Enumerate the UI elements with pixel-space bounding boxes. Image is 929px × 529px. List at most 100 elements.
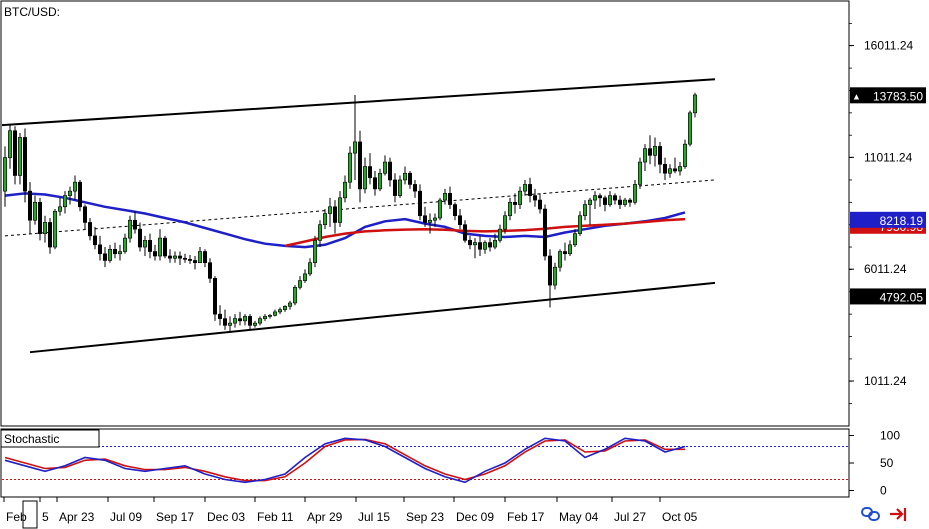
candle-body-down [597,195,602,199]
price-tag-dark: ▲ 13783.50 [850,87,926,104]
price-tag-box [850,211,926,228]
stochastic-label: Stochastic [4,432,59,446]
candle [292,285,297,306]
time-tick-label: Jul 27 [614,510,646,524]
candle-body-up [362,166,367,190]
candle [62,191,67,214]
stochastic-k-line [4,437,686,484]
candle [352,94,357,180]
candle [532,188,537,207]
candle-body-up [262,316,267,319]
candle-body-up [108,248,113,261]
time-tick-label: Feb [6,510,27,524]
candle-body-down [218,313,223,319]
candle [562,242,567,261]
candle [27,182,32,234]
candle-body-up [592,195,597,201]
candle [133,211,138,234]
price-tick-label: 16011.24 [864,38,913,52]
candle [13,126,18,185]
candle [647,135,652,165]
candle-body-up [572,233,577,246]
candle [342,175,347,203]
candle-body-down [37,202,42,234]
price-tag-dark: 4792.05 [850,288,926,305]
candle [552,262,557,290]
candle [158,229,163,261]
candle [32,195,37,225]
candle [22,128,27,203]
candle [437,197,442,221]
time-tick-label: Dec 09 [456,510,494,524]
candle [427,213,432,234]
price-tag-label: 13783.50 [873,89,923,103]
candle [492,233,497,250]
candle-body-up [352,141,357,154]
candle [98,235,103,261]
candle-body-down [487,242,492,248]
candle [93,226,98,250]
candle-body-up [2,157,8,192]
candle [617,195,622,210]
candle-body-up [607,195,612,205]
time-tick-label: Jul 15 [358,510,390,524]
candle-body-up [307,262,312,275]
candle [103,247,108,268]
candle [362,157,367,194]
time-tick-label: Feb 11 [257,510,294,524]
candle-body-up [322,213,327,225]
candle [482,240,487,254]
price-tick-label: 11011.24 [864,150,913,164]
candle-body-down [617,199,622,205]
candle [632,179,637,205]
candle-body-down [372,177,377,190]
candle [163,235,168,259]
candle-body-up [123,237,128,252]
candle [402,166,407,185]
candle [218,305,223,326]
candle-body-down [188,259,193,261]
candle [322,209,327,230]
candle-body-down [238,318,243,322]
candle-body-down [662,163,667,174]
candle [83,204,88,230]
candle [622,197,627,207]
link-icon[interactable] [861,507,880,521]
candle [123,233,128,254]
price-tag-label: 4792.05 [880,290,924,304]
candle [178,251,183,265]
candle-body-down [457,215,462,225]
candle [128,215,133,243]
candle [377,168,382,192]
time-tick-label: Dec 03 [207,510,245,524]
candle-body-up [522,184,527,192]
candle-body-up [497,228,502,241]
candle-body-up [402,172,407,181]
candle-body-up [173,255,178,259]
candle [422,206,427,227]
chart-title: BTC/USD: [4,5,60,19]
candle [397,175,402,198]
candle-body-up [198,251,203,264]
candle-body-down [98,244,103,255]
candle-body-down [512,202,517,205]
middle-channel-line [4,179,716,237]
candle-body-up [507,202,512,217]
candle [347,146,352,189]
candle-body-down [47,222,52,248]
candle-body-up [302,273,307,281]
candle-body-down [83,206,88,223]
arrow-right-icon[interactable] [890,508,907,521]
candle-body-up [637,161,642,185]
candle [567,240,572,256]
candle [477,235,482,256]
candle [662,157,667,180]
candle-body-up [143,240,148,248]
candle [497,224,502,243]
candle-body-down [88,222,93,237]
candle [637,157,642,189]
candle [547,249,552,308]
price-tag-label: 8218.19 [880,214,924,228]
candle [367,153,372,185]
candle-body-up [692,94,697,114]
